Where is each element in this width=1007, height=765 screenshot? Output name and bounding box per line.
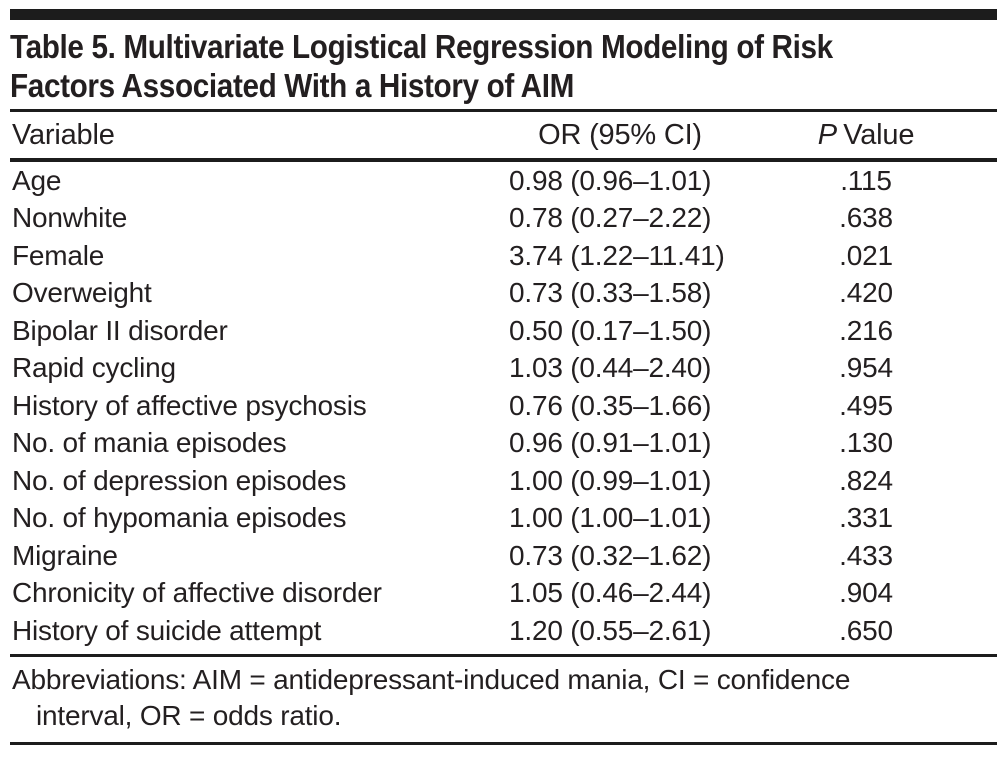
or-ci-cell: 0.73 (0.32–1.62) [509, 539, 712, 571]
variable-cell: No. of mania episodes [12, 427, 287, 459]
table-row: No. of mania episodes 0.96 (0.91–1.01) .13… [10, 425, 997, 463]
variable-cell: Bipolar II disorder [12, 314, 228, 346]
table-row: Age 0.98 (0.96–1.01) .115 [10, 162, 997, 200]
or-ci-cell: 1.05 (0.46–2.44) [509, 577, 712, 609]
table-row: History of suicide attempt 1.20 (0.55–2.6… [10, 612, 997, 650]
table-title: Table 5. Multivariate Logistical Regress… [10, 27, 898, 105]
p-value-cell: .331 [839, 502, 893, 534]
table-row: Nonwhite 0.78 (0.27–2.22) .638 [10, 200, 997, 238]
or-ci-cell: 1.03 (0.44–2.40) [509, 352, 712, 384]
variable-cell: No. of depression episodes [12, 464, 347, 496]
or-ci-cell: 0.73 (0.33–1.58) [509, 277, 712, 309]
table-row: History of affective psychosis 0.76 (0.35… [10, 387, 997, 425]
or-ci-cell: 1.20 (0.55–2.61) [509, 614, 712, 646]
footnote-line-1: Abbreviations: AIM = antidepressant-indu… [12, 663, 851, 695]
table-row: Chronicity of affective disorder 1.05 (0.… [10, 575, 997, 613]
variable-cell: No. of hypomania episodes [12, 502, 347, 534]
p-value-cell: .433 [839, 539, 893, 571]
top-rule [10, 9, 997, 20]
or-ci-cell: 1.00 (0.99–1.01) [509, 464, 712, 496]
variable-cell: Age [12, 164, 62, 196]
p-value-cell: .904 [839, 577, 893, 609]
column-header-p-value: P Value [735, 119, 997, 152]
variable-cell: History of affective psychosis [12, 389, 367, 421]
column-header-variable: Variable [12, 118, 115, 151]
p-value-header-italic-p: P [817, 118, 837, 151]
variable-cell: Overweight [12, 277, 152, 309]
p-value-cell: .638 [839, 202, 893, 234]
variable-cell: History of suicide attempt [12, 614, 322, 646]
table-row: Rapid cycling 1.03 (0.44–2.40) .954 [10, 350, 997, 388]
table-body: Age 0.98 (0.96–1.01) .115 Nonwhite 0.78 (0.2… [10, 162, 997, 650]
or-ci-cell: 0.50 (0.17–1.50) [509, 314, 712, 346]
table-row: No. of depression episodes 1.00 (0.99–1.0… [10, 462, 997, 500]
header-divider [10, 158, 997, 162]
table-title-line-2: Factors Associated With a History of AIM [10, 67, 575, 104]
footnote-line-2: interval, OR = odds ratio. [36, 699, 342, 731]
bottom-rule [10, 741, 997, 745]
or-ci-cell: 0.76 (0.35–1.66) [509, 389, 712, 421]
table-header-row: Variable OR (95% CI) P Value [10, 112, 997, 158]
or-ci-cell: 3.74 (1.22–11.41) [509, 239, 725, 271]
or-ci-cell: 0.96 (0.91–1.01) [509, 427, 712, 459]
p-value-cell: .495 [839, 389, 893, 421]
or-ci-cell: 0.98 (0.96–1.01) [509, 164, 712, 196]
p-value-cell: .954 [839, 352, 893, 384]
variable-cell: Female [12, 239, 105, 271]
variable-cell: Nonwhite [12, 202, 128, 234]
p-value-cell: .420 [839, 277, 893, 309]
p-value-header-rest: Value [843, 118, 915, 151]
p-value-cell: .115 [840, 164, 892, 196]
abbreviations-footnote: Abbreviations: AIM = antidepressant-indu… [10, 657, 997, 742]
variable-cell: Chronicity of affective disorder [12, 577, 382, 609]
title-divider [10, 109, 997, 112]
column-header-or-ci: OR (95% CI) [538, 118, 702, 151]
p-value-cell: .824 [839, 464, 893, 496]
p-value-cell: .130 [839, 427, 893, 459]
p-value-cell: .650 [839, 614, 893, 646]
table-row: Female 3.74 (1.22–11.41) .021 [10, 237, 997, 275]
table-figure: Table 5. Multivariate Logistical Regress… [0, 9, 1007, 745]
table-row: Bipolar II disorder 0.50 (0.17–1.50) .216 [10, 312, 997, 350]
p-value-cell: .021 [839, 239, 893, 271]
or-ci-cell: 0.78 (0.27–2.22) [509, 202, 712, 234]
p-value-cell: .216 [839, 314, 893, 346]
or-ci-cell: 1.00 (1.00–1.01) [509, 502, 712, 534]
footnote-divider [10, 653, 997, 657]
variable-cell: Rapid cycling [12, 352, 176, 384]
variable-cell: Migraine [12, 539, 118, 571]
table-row: No. of hypomania episodes 1.00 (1.00–1.01… [10, 500, 997, 538]
table-title-line-1: Table 5. Multivariate Logistical Regress… [10, 28, 833, 65]
table-row: Migraine 0.73 (0.32–1.62) .433 [10, 537, 997, 575]
table-row: Overweight 0.73 (0.33–1.58) .420 [10, 275, 997, 313]
